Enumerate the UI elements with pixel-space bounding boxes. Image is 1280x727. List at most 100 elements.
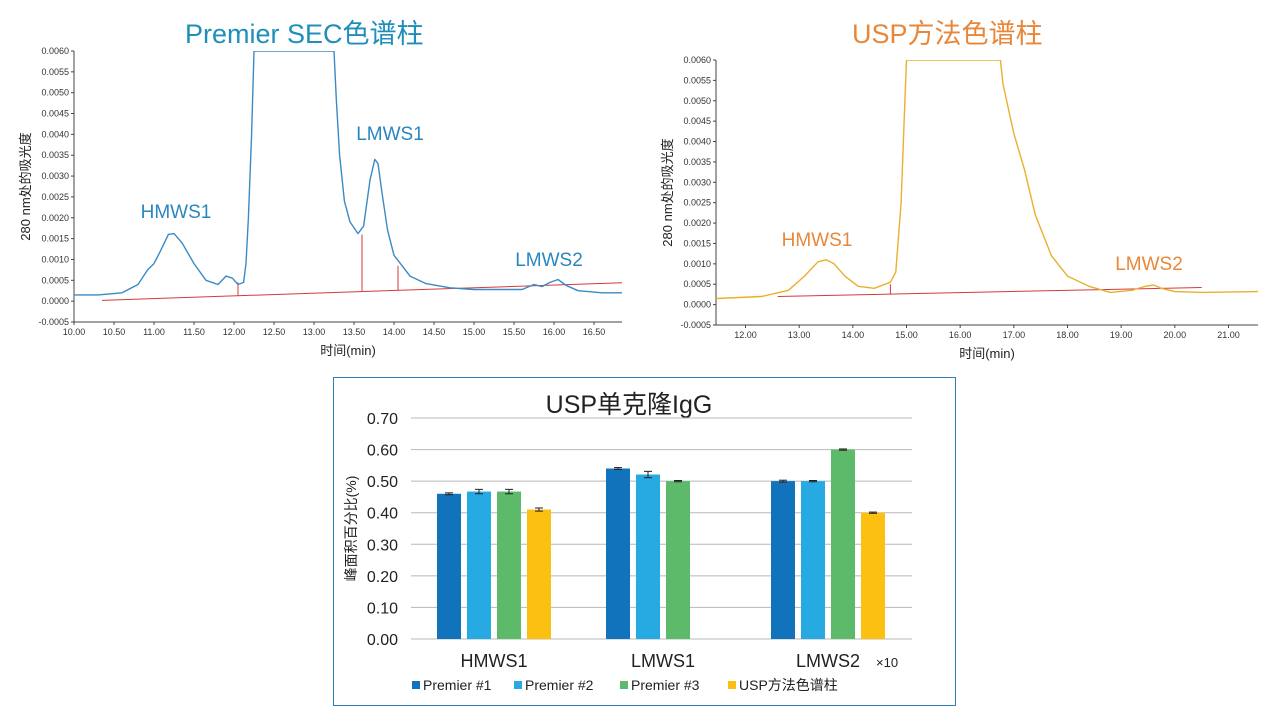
right-x-tick-label: 14.00 [842,330,865,340]
left-integration-baseline [101,282,622,301]
left-x-tick-label: 10.50 [103,327,126,337]
right-trace [716,60,1258,300]
usp-method-chromatogram: -0.0005 0.0000 0.0005 0.0010 0.0015 0.0020 0.0… [660,55,1258,361]
bar-hmws1-series-1 [437,493,461,639]
left-y-tick-label: 0.0030 [41,171,69,181]
bar-lmws1-series-3 [666,481,690,639]
legend-label-3: Premier #3 [631,677,700,693]
right-integration-baseline [777,286,1202,297]
right-x-tick-label: 12.00 [734,330,757,340]
left-x-tick-label: 10.00 [63,327,86,337]
left-y-tick-label: 0.0015 [41,234,69,244]
right-y-tick-label: 0.0050 [683,96,711,106]
left-y-tick-label: 0.0050 [41,88,69,98]
bar-y-tick-label: 0.30 [367,537,398,554]
bar-y-tick-label: 0.40 [367,506,398,523]
left-y-axis-label: 280 nm处的吸光度 [18,132,33,240]
bar-category-label: HMWS1 [461,651,528,671]
bar-hmws1-series-4 [527,509,551,639]
left-y-tick-label: 0.0035 [41,150,69,160]
left-y-tick-label: 0.0040 [41,129,69,139]
bar-category-label: LMWS1 [631,651,695,671]
bar-lmws2-series-3 [831,449,855,639]
legend-label-4: USP方法色谱柱 [739,677,838,693]
legend-swatch-2 [514,681,522,689]
left-x-tick-label: 13.50 [343,327,366,337]
left-y-tick-label: 0.0055 [41,67,69,77]
right-y-tick-label: -0.0005 [680,320,711,330]
right-y-tick-label: 0.0025 [683,198,711,208]
legend-swatch-4 [728,681,736,689]
left-peak-label-lmws1: LMWS1 [356,124,424,145]
right-y-tick-label: 0.0040 [683,137,711,147]
right-x-tick-label: 20.00 [1164,330,1187,340]
right-y-tick-label: 0.0000 [683,300,711,310]
left-x-tick-label: 14.50 [423,327,446,337]
left-peak-label-lmws2: LMWS2 [515,250,583,271]
right-y-axis-label: 280 nm处的吸光度 [660,138,675,246]
right-x-tick-label: 15.00 [895,330,918,340]
legend-swatch-3 [620,681,628,689]
usp-mab-igg-bar-chart: USP单克隆IgG 0.00 0.10 0.20 0.30 0.40 0.50 0.60 0.7… [343,391,912,693]
bar-category-label: LMWS2 [796,651,860,671]
right-peak-label-lmws2: LMWS2 [1115,254,1183,275]
bar-lmws1-series-2 [636,474,660,639]
bar-y-tick-label: 0.50 [367,474,398,491]
right-x-tick-label: 16.00 [949,330,972,340]
right-y-tick-label: 0.0030 [683,177,711,187]
left-peak-label-hmws1: HMWS1 [141,202,212,223]
left-y-tick-label: 0.0020 [41,213,69,223]
left-x-tick-label: 15.50 [503,327,526,337]
left-y-tick-label: 0.0010 [41,254,69,264]
legend-label-1: Premier #1 [423,677,492,693]
left-y-tick-label: 0.0045 [41,109,69,119]
left-x-tick-label: 12.50 [263,327,286,337]
left-y-tick-label: 0.0025 [41,192,69,202]
left-trace [74,51,622,296]
left-y-tick-label: -0.0005 [38,317,69,327]
right-x-tick-label: 19.00 [1110,330,1133,340]
right-x-axis-label: 时间(min) [959,346,1015,361]
left-x-tick-label: 16.00 [543,327,566,337]
left-x-tick-label: 12.00 [223,327,246,337]
left-x-axis-label: 时间(min) [320,343,376,358]
left-x-tick-label: 11.00 [143,327,165,337]
bar-y-axis-label: 峰面积百分比(%) [343,476,359,582]
bar-lmws2-series-4 [861,512,885,639]
premier-sec-chromatogram: -0.0005 0.0000 0.0005 0.0010 0.0015 0.0020 0.0… [18,46,622,358]
bar-hmws1-series-2 [467,491,491,639]
left-x-tick-label: 16.50 [583,327,606,337]
right-y-tick-label: 0.0035 [683,157,711,167]
bar-y-tick-label: 0.20 [367,569,398,586]
right-y-tick-label: 0.0005 [683,279,711,289]
left-x-tick-label: 13.00 [303,327,326,337]
legend-label-2: Premier #2 [525,677,594,693]
right-y-tick-label: 0.0045 [683,116,711,126]
bar-lmws1-series-1 [606,468,630,639]
left-y-tick-label: 0.0000 [41,296,69,306]
right-y-tick-label: 0.0020 [683,218,711,228]
bar-y-tick-label: 0.00 [367,632,398,649]
bar-y-tick-label: 0.70 [367,411,398,428]
left-y-tick-label: 0.0005 [41,275,69,285]
bar-lmws2-series-1 [771,481,795,639]
right-y-tick-label: 0.0010 [683,259,711,269]
right-chart-title: USP方法色谱柱 [852,19,1043,49]
left-x-tick-label: 15.00 [463,327,486,337]
bar-y-tick-label: 0.10 [367,600,398,617]
bar-chart-title: USP单克隆IgG [546,391,713,419]
right-x-tick-label: 17.00 [1003,330,1026,340]
right-y-tick-label: 0.0055 [683,75,711,85]
right-x-tick-label: 13.00 [788,330,811,340]
bar-y-tick-label: 0.60 [367,443,398,460]
legend-swatch-1 [412,681,420,689]
bar-lmws2-series-2 [801,481,825,639]
bar-hmws1-series-3 [497,491,521,639]
left-chart-title: Premier SEC色谱柱 [185,19,424,49]
bar-category-suffix: ×10 [876,655,898,670]
left-x-tick-label: 11.50 [183,327,205,337]
right-x-tick-label: 18.00 [1056,330,1079,340]
bar-chart-frame: USP单克隆IgG 0.00 0.10 0.20 0.30 0.40 0.50 0.60 0.7… [333,377,956,706]
right-y-tick-label: 0.0060 [683,55,711,65]
right-peak-label-hmws1: HMWS1 [782,230,853,251]
